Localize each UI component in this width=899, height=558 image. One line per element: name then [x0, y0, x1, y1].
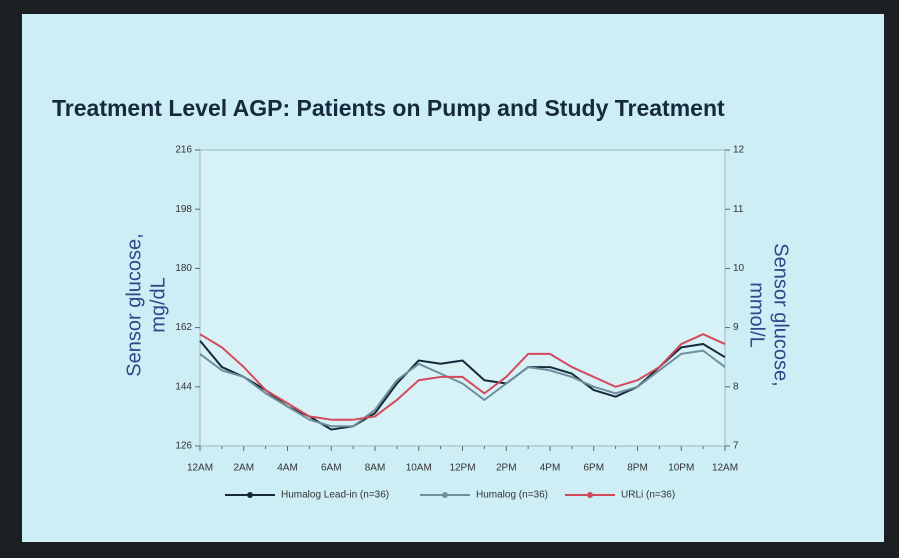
- y-label-line: mg/dL: [147, 277, 169, 333]
- y-tick-label: 144: [175, 381, 192, 392]
- x-tick-label: 12AM: [712, 463, 738, 474]
- plot-area: [199, 149, 726, 447]
- y-axis-label: Sensor glucose, mg/dL: [123, 233, 169, 376]
- y2-tick-label: 11: [733, 204, 744, 215]
- y-tick-label: 198: [175, 204, 192, 215]
- y2-tick-label: 9: [733, 322, 739, 333]
- legend-marker: [247, 492, 253, 498]
- x-tick-label: 10AM: [406, 463, 432, 474]
- x-tick-label: 8AM: [365, 463, 386, 474]
- legend-label: URLi (n=36): [621, 490, 675, 501]
- y-label-line: Sensor glucose,: [123, 233, 145, 376]
- legend-label: Humalog Lead-in (n=36): [281, 490, 389, 501]
- x-tick-label: 4AM: [277, 463, 298, 474]
- y-tick-label: 162: [175, 322, 192, 333]
- legend-label: Humalog (n=36): [476, 490, 548, 501]
- x-tick-label: 6AM: [321, 463, 342, 474]
- chart-title: Treatment Level AGP: Patients on Pump an…: [52, 95, 725, 121]
- x-tick-label: 6PM: [583, 463, 604, 474]
- y-tick-label: 180: [175, 263, 192, 274]
- y2-tick-label: 10: [733, 263, 745, 274]
- y2-label-line: Sensor glucose,: [770, 243, 792, 386]
- x-tick-label: 12PM: [449, 463, 475, 474]
- y2-tick-label: 7: [733, 441, 739, 452]
- legend-marker: [442, 492, 448, 498]
- x-tick-label: 8PM: [627, 463, 648, 474]
- y-tick-label: 216: [175, 145, 192, 156]
- x-tick-label: 2PM: [496, 463, 517, 474]
- y2-tick-label: 12: [733, 145, 745, 156]
- legend-marker: [587, 492, 593, 498]
- x-tick-label: 2AM: [233, 463, 254, 474]
- y-tick-label: 126: [175, 441, 192, 452]
- x-tick-label: 10PM: [668, 463, 694, 474]
- y2-tick-label: 8: [733, 381, 739, 392]
- series-line: [199, 333, 726, 421]
- x-tick-label: 12AM: [187, 463, 213, 474]
- y2-label-line: mmol/L: [746, 282, 768, 348]
- x-tick-label: 4PM: [540, 463, 561, 474]
- series-line: [199, 349, 726, 428]
- y2-axis-label: Sensor glucose, mmol/L: [746, 243, 792, 386]
